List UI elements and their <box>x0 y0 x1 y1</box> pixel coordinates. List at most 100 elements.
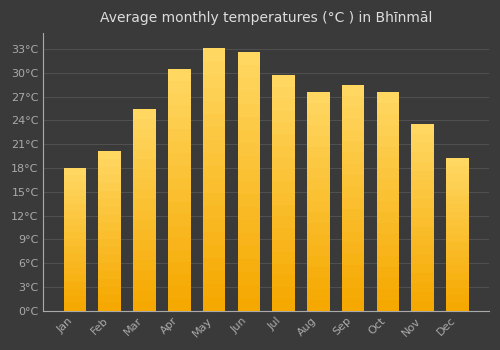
Bar <box>98 183 121 190</box>
Bar <box>133 129 156 139</box>
Bar <box>307 190 330 201</box>
Bar <box>376 234 399 245</box>
Bar <box>342 119 364 130</box>
Bar <box>376 135 399 147</box>
Bar <box>133 240 156 250</box>
Bar <box>202 48 226 310</box>
Bar <box>307 245 330 256</box>
Bar <box>446 166 468 174</box>
Bar <box>133 119 156 129</box>
Bar <box>98 167 121 175</box>
Bar <box>98 150 121 159</box>
Bar <box>64 232 86 239</box>
Bar <box>168 250 190 262</box>
Bar <box>168 154 190 166</box>
Bar <box>307 256 330 267</box>
Bar <box>168 214 190 226</box>
Bar <box>168 178 190 190</box>
Bar <box>446 234 468 242</box>
Bar <box>272 193 295 205</box>
Bar <box>376 114 399 125</box>
Bar <box>272 287 295 299</box>
Bar <box>168 202 190 214</box>
Bar <box>342 288 364 299</box>
Bar <box>272 252 295 264</box>
Bar <box>446 159 468 166</box>
Bar <box>412 143 434 152</box>
Bar <box>168 105 190 117</box>
Bar <box>446 227 468 235</box>
Bar <box>342 254 364 265</box>
Bar <box>168 69 190 81</box>
Bar <box>342 85 364 96</box>
Bar <box>202 127 226 140</box>
Bar <box>446 219 468 227</box>
Bar <box>98 206 121 215</box>
Bar <box>64 268 86 275</box>
Bar <box>376 103 399 114</box>
Bar <box>307 278 330 289</box>
Bar <box>168 93 190 105</box>
Bar <box>412 245 434 255</box>
Bar <box>272 240 295 252</box>
Bar <box>202 61 226 75</box>
Bar <box>238 143 260 156</box>
Bar <box>272 99 295 111</box>
Bar <box>272 134 295 146</box>
Bar <box>307 147 330 158</box>
Bar <box>272 216 295 228</box>
Bar <box>238 298 260 310</box>
Bar <box>412 171 434 180</box>
Bar <box>376 267 399 278</box>
Bar <box>376 190 399 201</box>
Bar <box>272 228 295 240</box>
Bar <box>238 194 260 207</box>
Bar <box>238 91 260 104</box>
Bar <box>133 250 156 260</box>
Bar <box>376 179 399 190</box>
Bar <box>376 92 399 103</box>
Bar <box>238 259 260 272</box>
Bar <box>238 285 260 298</box>
Bar <box>307 289 330 300</box>
Bar <box>64 253 86 261</box>
Bar <box>272 87 295 99</box>
Bar <box>202 193 226 206</box>
Bar <box>307 92 330 103</box>
Bar <box>202 180 226 193</box>
Bar <box>238 52 260 65</box>
Bar <box>64 261 86 268</box>
Bar <box>168 286 190 299</box>
Bar <box>272 205 295 216</box>
Bar <box>64 282 86 289</box>
Bar <box>342 277 364 288</box>
Bar <box>202 101 226 114</box>
Bar <box>168 190 190 202</box>
Bar <box>307 135 330 147</box>
Bar <box>412 217 434 227</box>
Bar <box>307 267 330 278</box>
Bar <box>202 75 226 88</box>
Bar <box>202 219 226 232</box>
Bar <box>307 179 330 190</box>
Bar <box>307 103 330 114</box>
Bar <box>133 179 156 189</box>
Bar <box>238 52 260 310</box>
Bar <box>202 114 226 127</box>
Bar <box>133 108 156 310</box>
Bar <box>238 130 260 143</box>
Bar <box>412 162 434 171</box>
Bar <box>238 272 260 285</box>
Bar <box>376 300 399 310</box>
Bar <box>64 211 86 218</box>
Bar <box>98 262 121 271</box>
Bar <box>446 212 468 219</box>
Bar <box>238 220 260 233</box>
Bar <box>98 159 121 167</box>
Bar <box>64 275 86 282</box>
Bar <box>64 168 86 310</box>
Bar <box>307 201 330 212</box>
Bar <box>202 298 226 310</box>
Bar <box>342 175 364 187</box>
Bar <box>307 300 330 310</box>
